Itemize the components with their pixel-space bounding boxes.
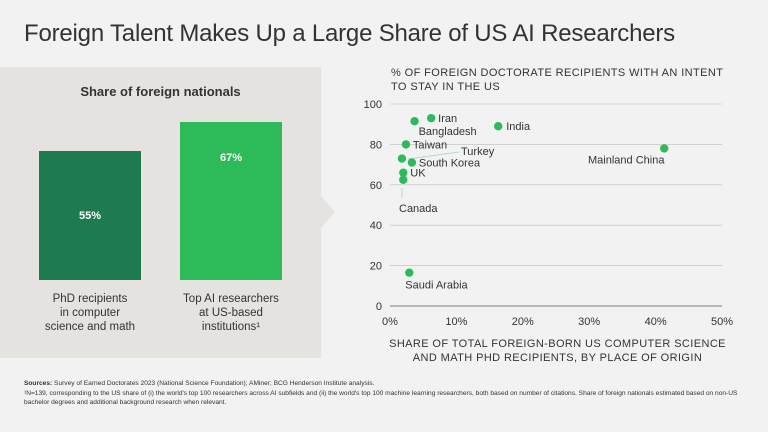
bar-value-label: 55% bbox=[78, 209, 102, 222]
point-label: Taiwan bbox=[413, 139, 447, 151]
bar-phd-recipients: 55% bbox=[39, 151, 141, 280]
y-tick-label: 80 bbox=[370, 139, 382, 151]
scatter-point bbox=[426, 113, 436, 123]
x-tick-label: 10% bbox=[445, 316, 467, 328]
x-tick-label: 20% bbox=[512, 316, 534, 328]
y-tick-label: 0 bbox=[376, 301, 382, 313]
bar-category-label: Top AI researchers at US-based instituti… bbox=[183, 293, 279, 333]
scatter-point bbox=[399, 175, 408, 184]
bar-category-label: PhD recipients in computer science and m… bbox=[44, 293, 136, 333]
point-label: South Korea bbox=[419, 158, 481, 170]
panel-pointer-arrow bbox=[321, 196, 335, 228]
point-label: Canada bbox=[399, 203, 438, 215]
footnote: ¹N=139, corresponding to the US share of… bbox=[24, 389, 738, 407]
leader-line bbox=[407, 151, 460, 160]
scatter-point bbox=[405, 268, 414, 277]
y-tick-label: 60 bbox=[370, 180, 382, 192]
sources-note: Sources: Survey of Earned Doctorates 202… bbox=[24, 379, 754, 408]
point-label: Saudi Arabia bbox=[405, 280, 468, 292]
y-tick-label: 20 bbox=[370, 261, 382, 273]
scatter-point bbox=[410, 116, 419, 126]
point-label: Mainland China bbox=[588, 154, 665, 166]
x-tick-label: 40% bbox=[645, 316, 667, 328]
point-label: India bbox=[506, 121, 531, 133]
scatter-point bbox=[660, 144, 669, 153]
scatter-point bbox=[397, 154, 407, 163]
point-label: Bangladesh bbox=[419, 126, 477, 138]
scatter-point bbox=[399, 168, 408, 177]
y-tick-label: 100 bbox=[364, 99, 382, 111]
bar-value-label: 67% bbox=[219, 152, 243, 164]
point-label: Turkey bbox=[461, 146, 495, 158]
x-axis-title: SHARE OF TOTAL FOREIGN-BORN US COMPUTER … bbox=[389, 338, 726, 364]
x-tick-label: 50% bbox=[711, 316, 733, 328]
point-label: UK bbox=[410, 168, 426, 180]
point-label: Iran bbox=[438, 113, 457, 125]
y-tick-label: 40 bbox=[370, 220, 382, 232]
scatter-point bbox=[401, 140, 411, 149]
page-title: Foreign Talent Makes Up a Large Share of… bbox=[24, 20, 675, 47]
chart-title: % OF FOREIGN DOCTORATE RECIPIENTS WITH A… bbox=[391, 67, 724, 93]
scatter-point bbox=[407, 158, 417, 167]
panel-title: Share of foreign nationals bbox=[80, 84, 241, 99]
x-tick-label: 30% bbox=[578, 316, 600, 328]
x-tick-label: 0% bbox=[382, 316, 398, 328]
bar-top-ai-researchers: 67% bbox=[180, 122, 282, 280]
scatter-point bbox=[494, 122, 503, 131]
